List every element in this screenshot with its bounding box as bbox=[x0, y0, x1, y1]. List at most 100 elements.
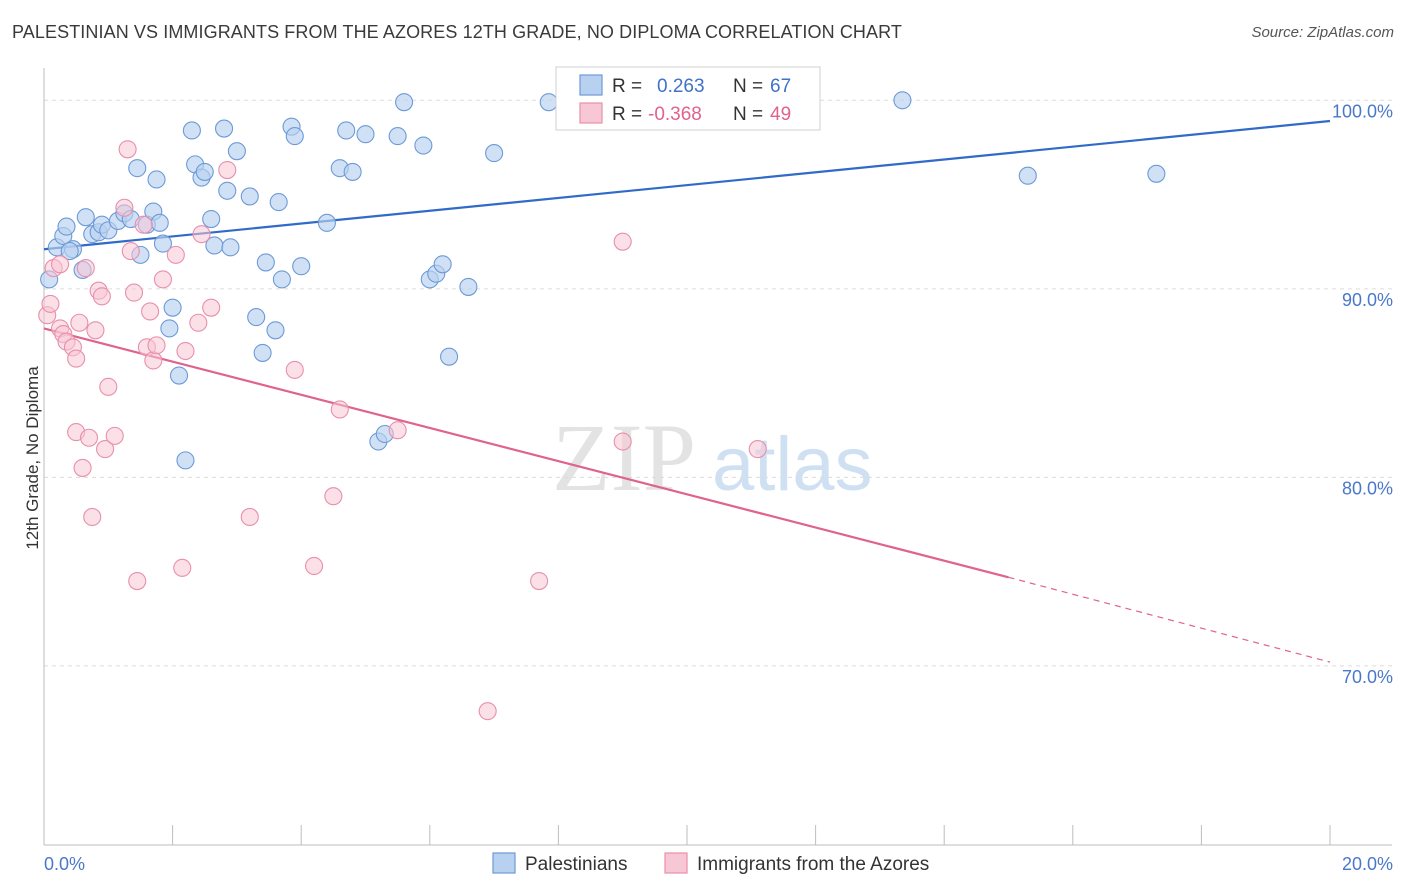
point-palestinians bbox=[395, 93, 414, 112]
point-palestinians bbox=[893, 91, 912, 110]
point-palestinians bbox=[176, 451, 195, 470]
point-palestinians bbox=[160, 319, 179, 338]
point-palestinians bbox=[459, 277, 478, 296]
point-azores bbox=[189, 313, 208, 332]
point-azores bbox=[305, 556, 324, 576]
legend-r-value-2: -0.368 bbox=[648, 104, 702, 125]
point-palestinians bbox=[539, 93, 558, 112]
point-azores bbox=[330, 400, 349, 419]
point-palestinians bbox=[76, 208, 95, 227]
point-palestinians bbox=[163, 298, 182, 317]
y-tick-labels: 100.0% 90.0% 80.0% 70.0% bbox=[1332, 101, 1393, 687]
point-palestinians bbox=[128, 159, 147, 178]
point-azores bbox=[218, 160, 237, 180]
point-palestinians bbox=[414, 136, 433, 155]
point-palestinians bbox=[60, 242, 79, 261]
point-palestinians bbox=[227, 142, 246, 161]
point-azores bbox=[67, 349, 86, 368]
point-azores bbox=[115, 198, 134, 217]
point-palestinians bbox=[182, 121, 201, 140]
legend-n-label-2: N = bbox=[733, 104, 763, 125]
point-palestinians bbox=[214, 119, 234, 138]
series-legend-label-azores: Immigrants from the Azores bbox=[697, 854, 929, 875]
point-azores bbox=[92, 287, 111, 306]
watermark-atlas: atlas bbox=[712, 422, 873, 507]
point-azores bbox=[530, 571, 549, 591]
point-azores bbox=[83, 507, 102, 526]
watermark-zip: ZIP bbox=[552, 404, 696, 511]
series-legend: Palestinians Immigrants from the Azores bbox=[492, 852, 929, 875]
legend-swatch-blue bbox=[579, 74, 603, 96]
point-palestinians bbox=[247, 308, 266, 327]
point-palestinians bbox=[169, 366, 189, 385]
point-azores bbox=[70, 313, 89, 332]
trend-lines bbox=[43, 119, 1331, 663]
point-palestinians bbox=[147, 170, 166, 189]
x-tick-label: 0.0% bbox=[44, 854, 85, 874]
point-azores bbox=[144, 351, 163, 370]
point-azores bbox=[240, 507, 259, 526]
axes bbox=[43, 68, 1392, 846]
point-palestinians bbox=[292, 257, 311, 276]
data-points bbox=[38, 91, 1166, 721]
legend-n-value-2: 49 bbox=[770, 104, 791, 125]
point-azores bbox=[41, 294, 60, 313]
legend-swatch-pink bbox=[579, 102, 603, 124]
series-legend-label-palestinians: Palestinians bbox=[525, 854, 627, 875]
y-tick-label: 90.0% bbox=[1342, 290, 1393, 310]
legend-n-value-1: 67 bbox=[770, 76, 791, 97]
point-azores bbox=[73, 458, 92, 477]
point-azores bbox=[153, 270, 173, 289]
point-palestinians bbox=[317, 213, 336, 232]
trend-line-azores-extension bbox=[1008, 576, 1331, 663]
point-azores bbox=[121, 242, 140, 261]
legend-r-value-1: 0.263 bbox=[657, 76, 705, 97]
legend-r-label-2: R = bbox=[612, 104, 642, 125]
point-azores bbox=[176, 341, 195, 361]
series-legend-swatch-pink bbox=[664, 852, 688, 874]
point-palestinians bbox=[269, 193, 288, 212]
point-palestinians bbox=[221, 238, 240, 257]
point-palestinians bbox=[240, 187, 259, 206]
point-azores bbox=[105, 426, 124, 445]
y-tick-label: 80.0% bbox=[1342, 478, 1393, 498]
point-azores bbox=[141, 302, 160, 321]
point-azores bbox=[76, 259, 95, 278]
point-palestinians bbox=[202, 210, 221, 229]
point-azores bbox=[388, 421, 407, 440]
point-azores bbox=[147, 336, 166, 355]
point-palestinians bbox=[337, 121, 356, 140]
point-palestinians bbox=[1018, 166, 1037, 185]
point-palestinians bbox=[153, 234, 173, 253]
point-azores bbox=[128, 571, 147, 591]
y-tick-label: 70.0% bbox=[1342, 667, 1393, 687]
point-azores bbox=[202, 298, 221, 317]
point-azores bbox=[478, 702, 497, 721]
point-azores bbox=[96, 440, 115, 459]
point-azores bbox=[192, 225, 211, 244]
point-palestinians bbox=[1147, 164, 1166, 183]
point-azores bbox=[99, 377, 118, 396]
point-azores bbox=[86, 321, 105, 340]
legend-r-label-1: R = bbox=[612, 76, 642, 97]
point-azores bbox=[166, 245, 185, 264]
point-palestinians bbox=[272, 270, 291, 289]
point-azores bbox=[124, 283, 144, 302]
point-azores bbox=[118, 140, 137, 159]
point-azores bbox=[285, 360, 304, 379]
point-palestinians bbox=[433, 255, 452, 274]
stats-legend: R = 0.263 N = 67 R = -0.368 N = 49 bbox=[555, 66, 821, 131]
point-palestinians bbox=[266, 321, 285, 340]
y-tick-label: 100.0% bbox=[1332, 101, 1393, 121]
point-palestinians bbox=[388, 127, 407, 146]
x-tick-label: 20.0% bbox=[1342, 854, 1393, 874]
point-azores bbox=[324, 487, 343, 506]
x-tick-labels: 0.0% 20.0% bbox=[44, 854, 1393, 874]
point-palestinians bbox=[343, 162, 362, 181]
trend-line-palestinians bbox=[43, 119, 1331, 251]
point-palestinians bbox=[485, 144, 504, 163]
point-palestinians bbox=[285, 127, 304, 146]
point-palestinians bbox=[195, 162, 214, 181]
trend-line-azores bbox=[43, 327, 1009, 579]
